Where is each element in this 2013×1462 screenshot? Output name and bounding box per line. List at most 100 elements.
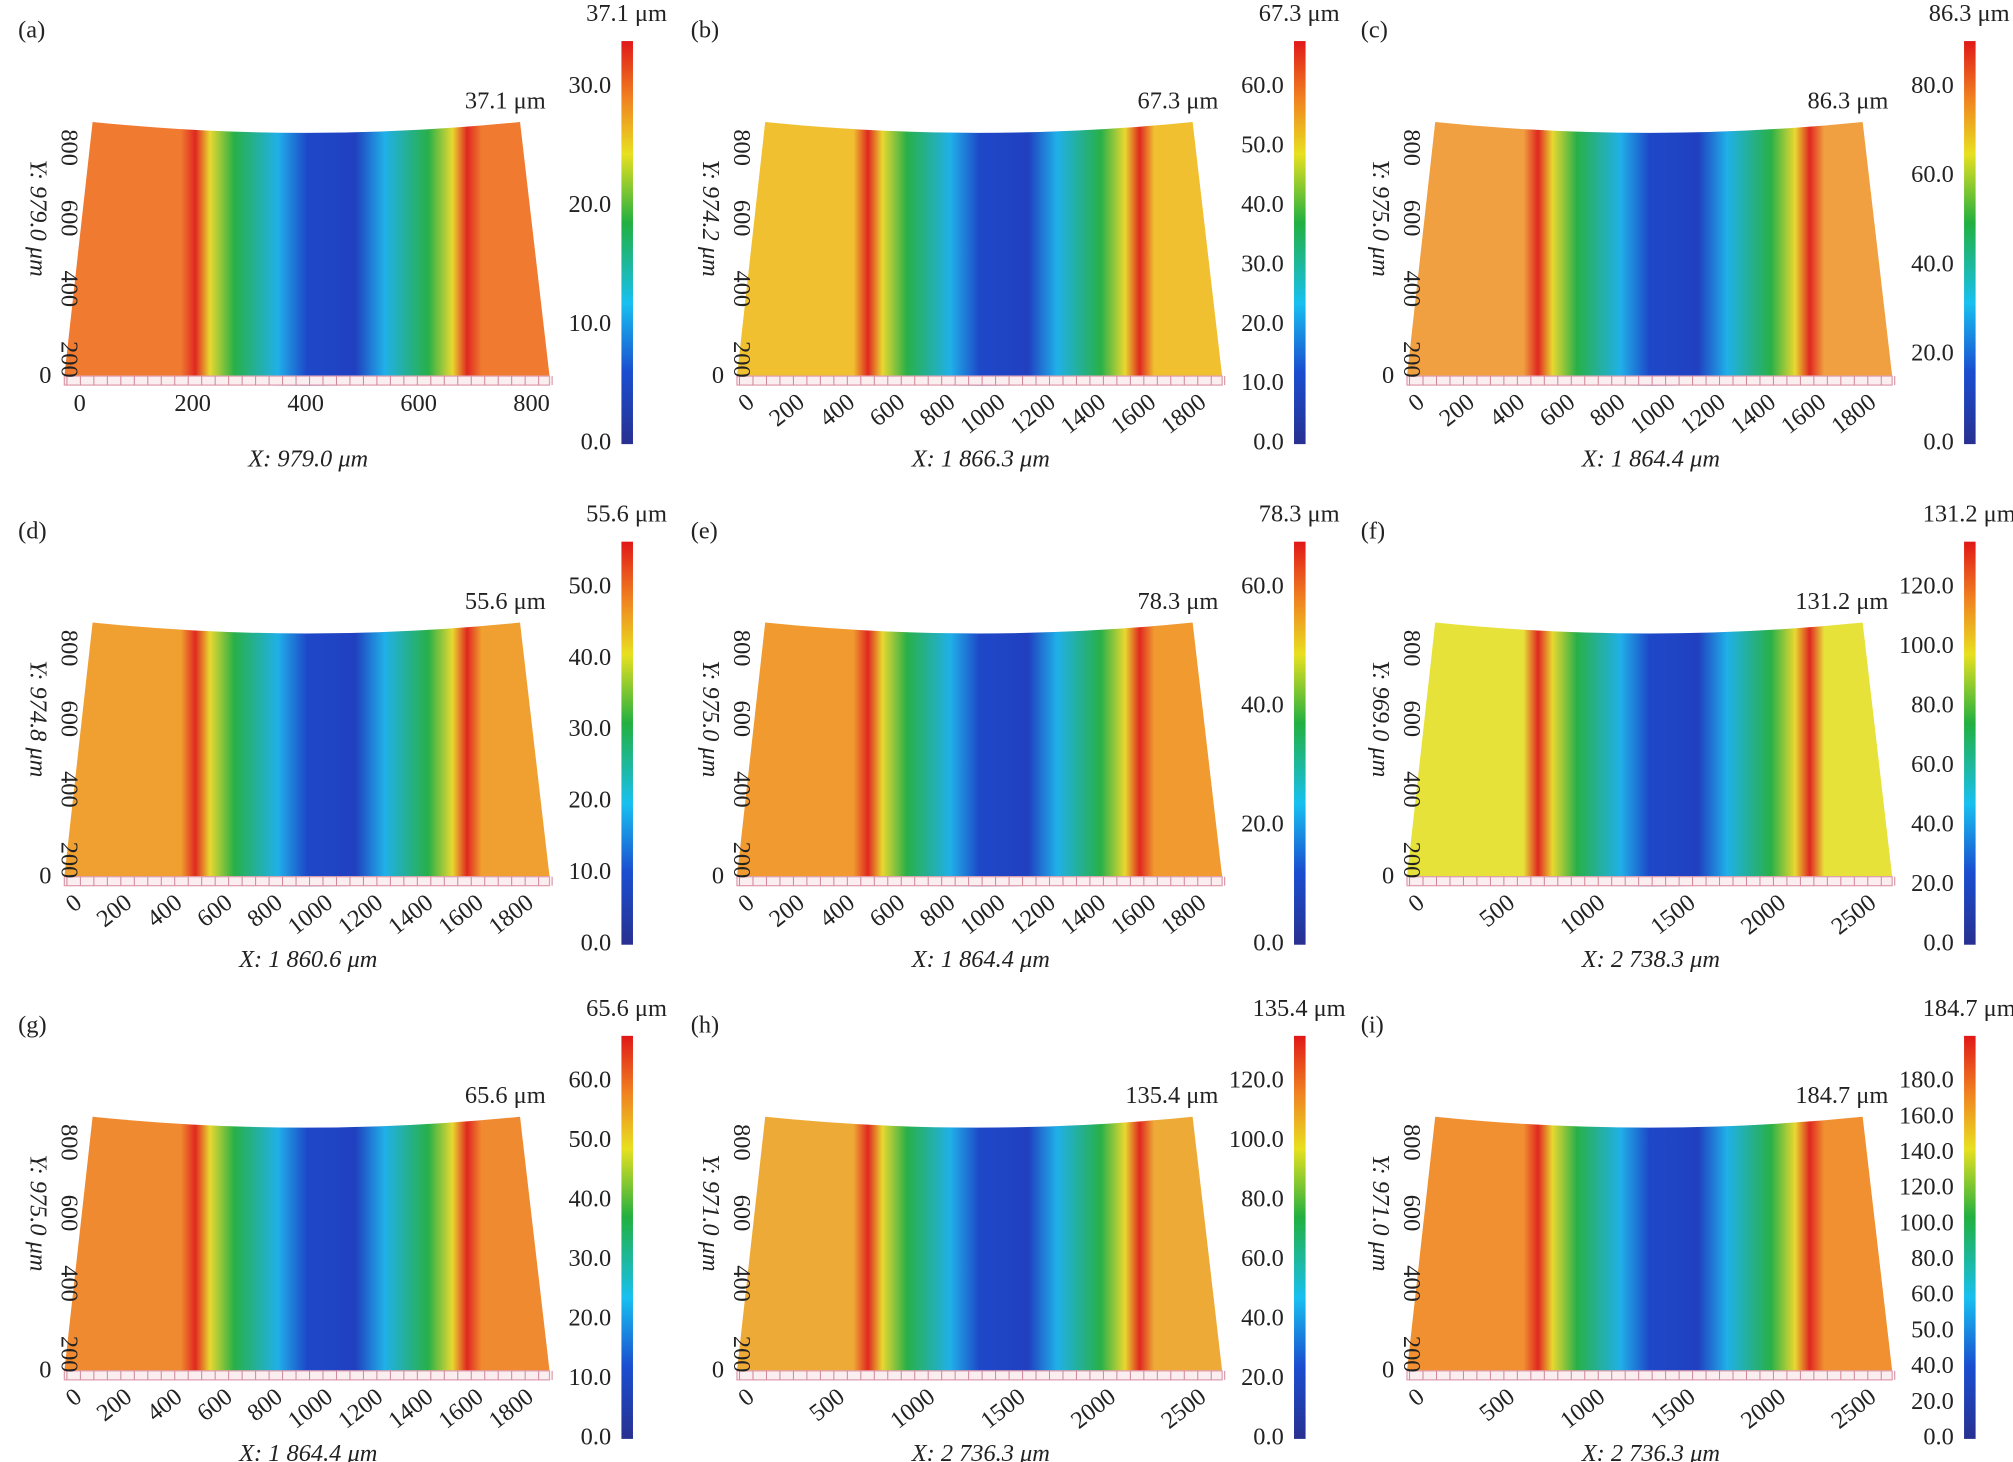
x-tick-label: 200: [764, 388, 809, 432]
ruler: [1406, 375, 1893, 386]
x-tick-label: 600: [865, 889, 910, 933]
y-tick-label: 200: [1398, 341, 1425, 378]
surface: [736, 121, 1223, 386]
colorbar-tick-label: 60.0: [1241, 572, 1284, 599]
y-tick-label: 800: [728, 1124, 755, 1161]
x-tick-label: 1000: [1555, 889, 1610, 940]
x-tick-label: 0: [733, 388, 759, 417]
x-tick-label: 1400: [383, 1383, 438, 1434]
y-tick-label: 600: [728, 701, 755, 738]
x-tick-label: 1500: [1646, 889, 1701, 940]
x-tick-label: 400: [287, 390, 324, 417]
colorbar-tick-label: 140.0: [1899, 1138, 1954, 1165]
panel: (g) 65.6 μm 65.6 μm 0.0 10.0 20.0 30.0 40.0 50.0…: [18, 995, 667, 1462]
colorbar-tick-label: 0.0: [1253, 929, 1283, 956]
x-tick-label: 0: [74, 390, 86, 417]
colorbar-title: 131.2 μm: [1923, 501, 2013, 528]
colorbar-tick-label: 180.0: [1899, 1067, 1954, 1094]
colorbar-title: 37.1 μm: [586, 0, 667, 27]
colorbar-tick-label: 10.0: [569, 1364, 612, 1391]
x-tick-label: 1000: [955, 889, 1010, 940]
x-tick-label: 1400: [1726, 388, 1781, 439]
colorbar: [1964, 541, 1976, 945]
surface: [1406, 1116, 1893, 1381]
surface: [736, 1116, 1223, 1381]
y-tick-label: 200: [55, 341, 82, 378]
colorbar-title: 55.6 μm: [586, 501, 667, 528]
x-tick-label: 400: [142, 1383, 187, 1427]
x-tick-label: 1200: [1676, 388, 1731, 439]
peak-label: 55.6 μm: [465, 588, 546, 615]
x-tick-label: 1800: [1826, 388, 1881, 439]
x-tick-label: 0: [61, 889, 87, 918]
x-tick-label: 800: [915, 388, 960, 432]
x-tick-label: 2000: [1736, 1383, 1791, 1434]
surface: [64, 1116, 550, 1381]
y-tick-label: 200: [55, 842, 82, 879]
x-tick-label: 600: [192, 889, 237, 933]
colorbar-title: 184.7 μm: [1923, 995, 2013, 1022]
colorbar-title: 78.3 μm: [1259, 501, 1340, 528]
colorbar-tick-label: 40.0: [1241, 191, 1284, 218]
ruler: [1406, 1370, 1893, 1381]
x-tick-label: 400: [814, 889, 859, 933]
y-tick-label: 800: [55, 1124, 82, 1161]
panel-label: (c): [1361, 17, 1388, 44]
x-axis-title: X: 1 864.4 μm: [911, 946, 1050, 973]
x-tick-label: 1600: [1776, 388, 1831, 439]
x-tick-label: 500: [1474, 1383, 1519, 1427]
colorbar-tick-label: 60.0: [569, 1067, 612, 1094]
y-tick-label: 0: [39, 362, 51, 389]
colorbar-tick-label: 40.0: [1911, 810, 1954, 837]
y-tick-label: 200: [728, 842, 755, 879]
y-tick-label: 800: [55, 630, 82, 667]
x-tick-label: 1400: [383, 889, 438, 940]
colorbar-tick-label: 20.0: [569, 191, 612, 218]
colorbar: [1294, 541, 1306, 945]
y-tick-label: 400: [55, 271, 82, 308]
panel-label: (b): [691, 17, 719, 44]
colorbar-tick-label: 60.0: [1241, 72, 1284, 99]
x-tick-label: 500: [1474, 889, 1519, 933]
x-axis-title: X: 2 736.3 μm: [1581, 1440, 1720, 1462]
ruler: [736, 375, 1223, 386]
panel: (f) 131.2 μm 131.2 μm 0.0 20.0 40.0 60.0 80.0 10…: [1361, 501, 2013, 973]
y-tick-label: 200: [1398, 1336, 1425, 1373]
x-tick-label: 200: [92, 1383, 137, 1427]
ruler: [736, 876, 1223, 887]
colorbar-tick-label: 0.0: [1253, 1423, 1283, 1450]
y-tick-label: 800: [1398, 1124, 1425, 1161]
colorbar-title: 65.6 μm: [586, 995, 667, 1022]
x-axis-title: X: 1 864.4 μm: [238, 1440, 377, 1462]
x-axis-title: X: 2 738.3 μm: [1581, 946, 1720, 973]
colorbar-tick-label: 20.0: [569, 787, 612, 814]
x-tick-label: 0: [61, 1383, 87, 1412]
peak-label: 78.3 μm: [1138, 588, 1219, 615]
y-tick-label: 800: [1398, 129, 1425, 166]
x-tick-label: 800: [1585, 388, 1630, 432]
colorbar-tick-label: 50.0: [1241, 131, 1284, 158]
x-tick-label: 1200: [1006, 388, 1061, 439]
y-axis-title: Y: 975.0 μm: [1367, 160, 1394, 277]
x-tick-label: 200: [92, 889, 137, 933]
x-tick-label: 400: [142, 889, 187, 933]
panel-label: (e): [691, 517, 718, 544]
x-tick-label: 600: [1535, 388, 1580, 432]
x-tick-label: 800: [242, 889, 287, 933]
colorbar-tick-label: 40.0: [1911, 250, 1954, 277]
x-tick-label: 1000: [1555, 1383, 1610, 1434]
x-tick-label: 0: [733, 1383, 759, 1412]
x-tick-label: 800: [513, 390, 550, 417]
ruler: [63, 876, 551, 887]
x-tick-label: 400: [1484, 388, 1529, 432]
y-tick-label: 400: [1398, 771, 1425, 808]
panel-label: (a): [18, 17, 45, 44]
peak-label: 86.3 μm: [1808, 87, 1889, 114]
colorbar-tick-label: 20.0: [1241, 1364, 1284, 1391]
colorbar-tick-label: 160.0: [1899, 1102, 1954, 1129]
ruler: [1406, 876, 1893, 887]
colorbar-tick-label: 80.0: [1911, 691, 1954, 718]
